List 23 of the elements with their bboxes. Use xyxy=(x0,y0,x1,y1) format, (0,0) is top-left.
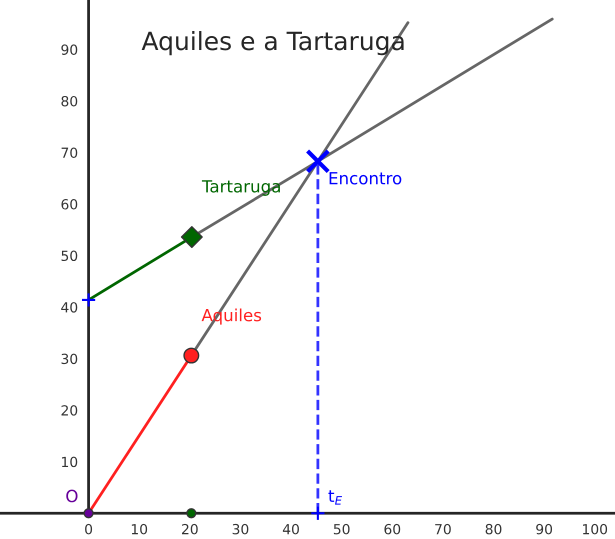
x-tick-label: 100 xyxy=(583,524,608,534)
x-tick-label: 0 xyxy=(85,524,92,534)
y-tick-label: 60 xyxy=(61,199,78,210)
x-tick-label: 30 xyxy=(232,524,248,534)
annotation: O xyxy=(66,490,78,502)
x-tick-label: 10 xyxy=(132,524,148,534)
y-tick-label: 70 xyxy=(62,147,78,158)
y-tick-label: 40 xyxy=(61,302,78,313)
x-tick-label: 90 xyxy=(536,524,552,534)
x-tick-label: 40 xyxy=(282,524,299,534)
y-tick-label: 10 xyxy=(62,456,78,468)
x-tick-label: 20 xyxy=(182,524,198,534)
y-tick-label: 50 xyxy=(62,250,78,262)
y-tick-label: 20 xyxy=(62,405,78,416)
x-tick-label: 70 xyxy=(435,524,451,534)
y-tick-label: 30 xyxy=(62,354,78,364)
y-tick-label: 90 xyxy=(61,44,78,55)
y-tick-label: 80 xyxy=(61,96,78,106)
x-tick-label: 50 xyxy=(334,524,350,534)
annotation: Encontro xyxy=(330,172,402,184)
annotation: t$_{E}$ xyxy=(328,490,342,505)
x-tick-label: 60 xyxy=(384,524,400,534)
x-tick-label: 80 xyxy=(486,524,502,534)
